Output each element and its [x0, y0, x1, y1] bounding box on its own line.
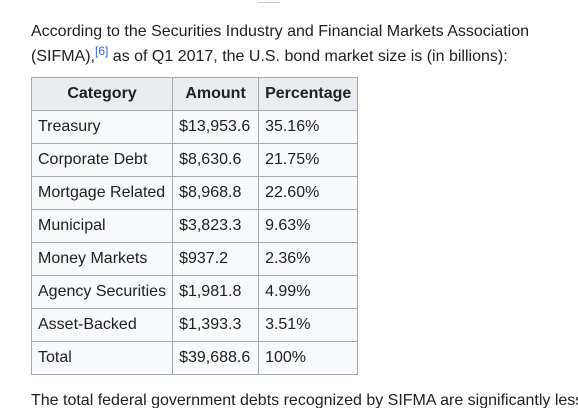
table-row: Mortgage Related $8,968.8 22.60%	[30, 176, 359, 210]
amount-cell: $937.2	[172, 242, 260, 276]
bond-market-table: Category Amount Percentage Treasury $13,…	[30, 77, 359, 375]
intro-text-continued: as of Q1 2017, the U.S. bond market size…	[108, 48, 508, 65]
header-category: Category	[30, 77, 174, 111]
amount-cell: $39,688.6	[172, 341, 260, 375]
percentage-cell: 4.99%	[258, 275, 359, 309]
category-cell: Agency Securities	[30, 275, 174, 309]
table-row: Asset-Backed $1,393.3 3.51%	[30, 308, 359, 342]
table-row: Treasury $13,953.6 35.16%	[30, 110, 359, 144]
outro-paragraph: The total federal government debts recog…	[31, 392, 578, 408]
category-cell: Total	[30, 341, 174, 375]
amount-cell: $8,630.6	[172, 143, 260, 177]
amount-cell: $1,393.3	[172, 308, 260, 342]
percentage-cell: 21.75%	[258, 143, 359, 177]
header-amount: Amount	[172, 77, 260, 111]
table-row: Corporate Debt $8,630.6 21.75%	[30, 143, 359, 177]
category-cell: Municipal	[30, 209, 174, 243]
category-cell: Money Markets	[30, 242, 174, 276]
percentage-cell: 2.36%	[258, 242, 359, 276]
amount-cell: $13,953.6	[172, 110, 260, 144]
intro-paragraph: According to the Securities Industry and…	[31, 19, 571, 69]
category-cell: Asset-Backed	[30, 308, 174, 342]
percentage-cell: 3.51%	[258, 308, 359, 342]
amount-cell: $3,823.3	[172, 209, 260, 243]
table-row: Agency Securities $1,981.8 4.99%	[30, 275, 359, 309]
amount-cell: $1,981.8	[172, 275, 260, 309]
citation-link[interactable]: [6]	[95, 44, 109, 58]
header-percentage: Percentage	[258, 77, 359, 111]
previous-section-remnant	[258, 0, 280, 3]
percentage-cell: 9.63%	[258, 209, 359, 243]
percentage-cell: 35.16%	[258, 110, 359, 144]
amount-cell: $8,968.8	[172, 176, 260, 210]
table-row: Municipal $3,823.3 9.63%	[30, 209, 359, 243]
category-cell: Treasury	[30, 110, 174, 144]
table-row-total: Total $39,688.6 100%	[30, 341, 359, 375]
percentage-cell: 22.60%	[258, 176, 359, 210]
table-row: Money Markets $937.2 2.36%	[30, 242, 359, 276]
intro-text: According to the Securities Industry and…	[31, 23, 530, 65]
category-cell: Mortgage Related	[30, 176, 174, 210]
table-header-row: Category Amount Percentage	[30, 77, 359, 111]
percentage-cell: 100%	[258, 341, 359, 375]
citation-6[interactable]: [6]	[95, 44, 108, 58]
category-cell: Corporate Debt	[30, 143, 174, 177]
